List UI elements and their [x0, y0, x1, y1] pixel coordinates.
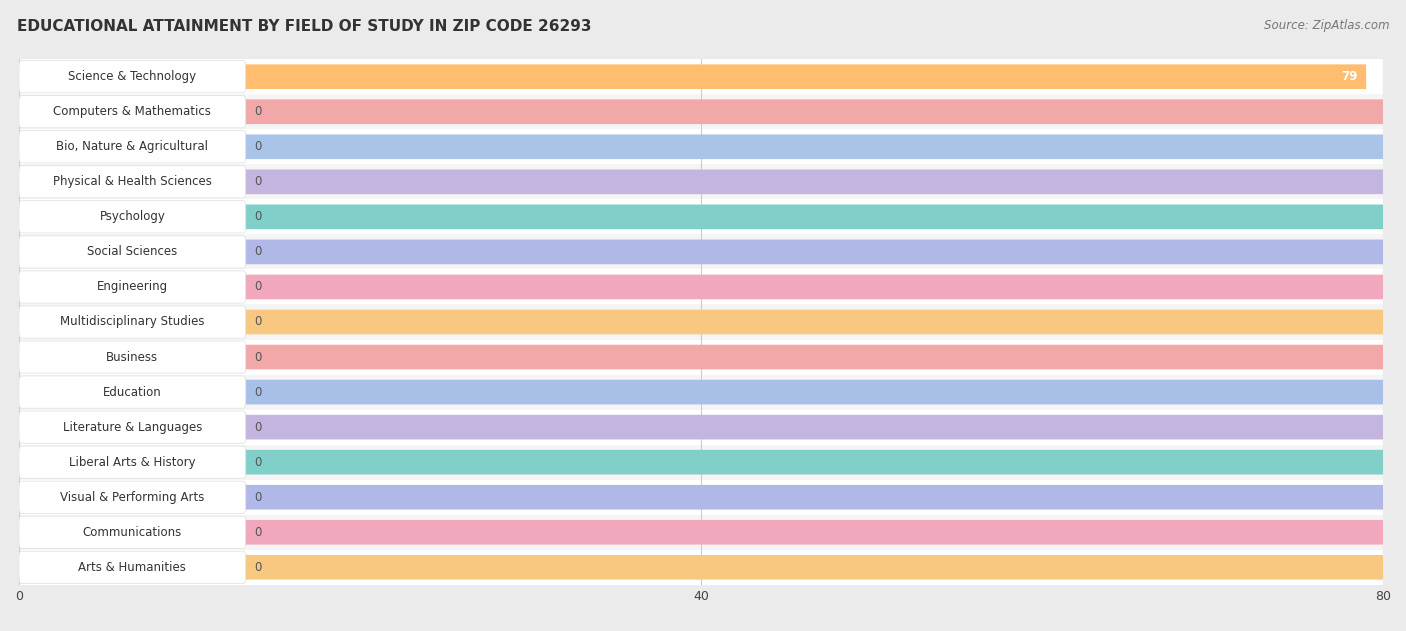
- Text: 0: 0: [254, 491, 262, 504]
- FancyBboxPatch shape: [20, 341, 246, 373]
- FancyBboxPatch shape: [20, 94, 1384, 129]
- FancyBboxPatch shape: [20, 410, 1384, 445]
- Text: 0: 0: [254, 210, 262, 223]
- FancyBboxPatch shape: [20, 339, 1384, 375]
- FancyBboxPatch shape: [18, 240, 1384, 264]
- Text: 0: 0: [254, 105, 262, 118]
- FancyBboxPatch shape: [20, 61, 246, 93]
- Text: Computers & Mathematics: Computers & Mathematics: [53, 105, 211, 118]
- Text: 0: 0: [254, 351, 262, 363]
- Text: Multidisciplinary Studies: Multidisciplinary Studies: [60, 316, 205, 329]
- Text: 0: 0: [254, 280, 262, 293]
- FancyBboxPatch shape: [20, 166, 246, 198]
- Text: 0: 0: [254, 526, 262, 539]
- FancyBboxPatch shape: [20, 550, 1384, 585]
- Text: 0: 0: [254, 245, 262, 259]
- Text: Engineering: Engineering: [97, 280, 167, 293]
- Text: 0: 0: [254, 561, 262, 574]
- Text: 0: 0: [254, 175, 262, 188]
- FancyBboxPatch shape: [20, 551, 246, 584]
- FancyBboxPatch shape: [20, 271, 246, 303]
- Text: Bio, Nature & Agricultural: Bio, Nature & Agricultural: [56, 140, 208, 153]
- Text: Liberal Arts & History: Liberal Arts & History: [69, 456, 195, 469]
- Text: Physical & Health Sciences: Physical & Health Sciences: [53, 175, 212, 188]
- FancyBboxPatch shape: [18, 170, 1384, 194]
- FancyBboxPatch shape: [18, 345, 1384, 369]
- FancyBboxPatch shape: [20, 480, 1384, 515]
- FancyBboxPatch shape: [18, 100, 1384, 124]
- FancyBboxPatch shape: [20, 305, 1384, 339]
- FancyBboxPatch shape: [18, 64, 1367, 89]
- FancyBboxPatch shape: [18, 485, 1384, 510]
- FancyBboxPatch shape: [20, 59, 1384, 94]
- Text: Business: Business: [107, 351, 159, 363]
- FancyBboxPatch shape: [18, 380, 1384, 404]
- FancyBboxPatch shape: [20, 201, 246, 233]
- FancyBboxPatch shape: [20, 445, 1384, 480]
- FancyBboxPatch shape: [20, 306, 246, 338]
- FancyBboxPatch shape: [20, 516, 246, 548]
- FancyBboxPatch shape: [20, 515, 1384, 550]
- FancyBboxPatch shape: [20, 236, 246, 268]
- FancyBboxPatch shape: [20, 375, 1384, 410]
- Text: Psychology: Psychology: [100, 210, 166, 223]
- FancyBboxPatch shape: [20, 96, 246, 128]
- Text: EDUCATIONAL ATTAINMENT BY FIELD OF STUDY IN ZIP CODE 26293: EDUCATIONAL ATTAINMENT BY FIELD OF STUDY…: [17, 19, 592, 34]
- Text: Arts & Humanities: Arts & Humanities: [79, 561, 187, 574]
- FancyBboxPatch shape: [20, 199, 1384, 234]
- Text: 0: 0: [254, 316, 262, 329]
- FancyBboxPatch shape: [18, 415, 1384, 439]
- FancyBboxPatch shape: [18, 274, 1384, 299]
- Text: Social Sciences: Social Sciences: [87, 245, 177, 259]
- Text: Science & Technology: Science & Technology: [69, 70, 197, 83]
- FancyBboxPatch shape: [20, 411, 246, 443]
- FancyBboxPatch shape: [20, 234, 1384, 269]
- FancyBboxPatch shape: [18, 450, 1384, 475]
- Text: Education: Education: [103, 386, 162, 399]
- FancyBboxPatch shape: [20, 131, 246, 163]
- Text: 0: 0: [254, 140, 262, 153]
- Text: 0: 0: [254, 421, 262, 433]
- Text: Visual & Performing Arts: Visual & Performing Arts: [60, 491, 204, 504]
- FancyBboxPatch shape: [20, 446, 246, 478]
- FancyBboxPatch shape: [18, 310, 1384, 334]
- Text: 0: 0: [254, 386, 262, 399]
- FancyBboxPatch shape: [20, 164, 1384, 199]
- FancyBboxPatch shape: [18, 134, 1384, 159]
- FancyBboxPatch shape: [20, 129, 1384, 164]
- Text: Literature & Languages: Literature & Languages: [63, 421, 202, 433]
- FancyBboxPatch shape: [18, 555, 1384, 580]
- Text: 79: 79: [1341, 70, 1357, 83]
- FancyBboxPatch shape: [18, 520, 1384, 545]
- Text: 0: 0: [254, 456, 262, 469]
- FancyBboxPatch shape: [20, 481, 246, 514]
- Text: Communications: Communications: [83, 526, 181, 539]
- Text: Source: ZipAtlas.com: Source: ZipAtlas.com: [1264, 19, 1389, 32]
- FancyBboxPatch shape: [18, 204, 1384, 229]
- FancyBboxPatch shape: [20, 269, 1384, 305]
- FancyBboxPatch shape: [20, 376, 246, 408]
